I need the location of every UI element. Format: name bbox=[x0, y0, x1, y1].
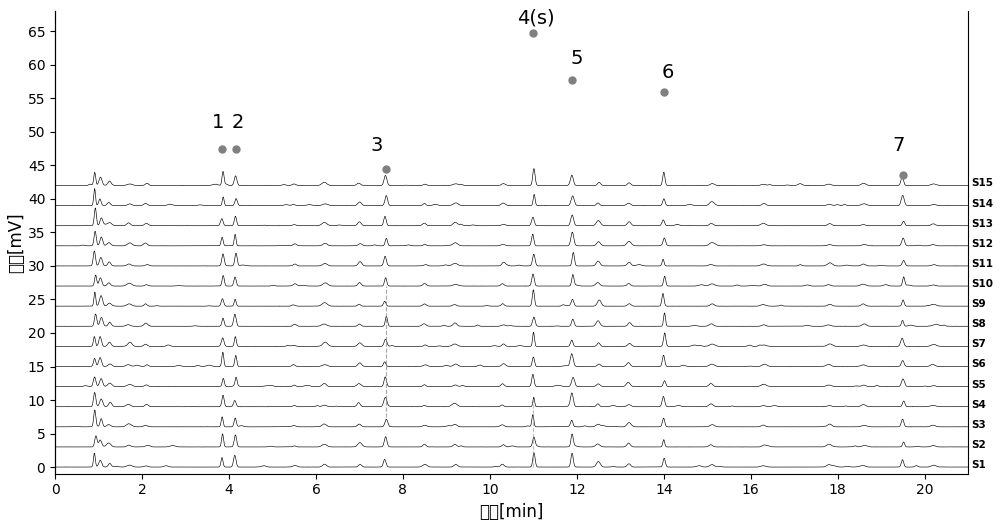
Text: 1: 1 bbox=[212, 113, 224, 132]
Y-axis label: 信号[mV]: 信号[mV] bbox=[7, 212, 25, 273]
Text: 4(s): 4(s) bbox=[517, 9, 554, 28]
Text: 3: 3 bbox=[371, 136, 383, 155]
Text: 2: 2 bbox=[231, 113, 244, 132]
X-axis label: 时间[min]: 时间[min] bbox=[479, 503, 544, 521]
Text: 5: 5 bbox=[571, 49, 583, 68]
Text: 7: 7 bbox=[892, 136, 905, 155]
Text: 6: 6 bbox=[662, 63, 674, 82]
